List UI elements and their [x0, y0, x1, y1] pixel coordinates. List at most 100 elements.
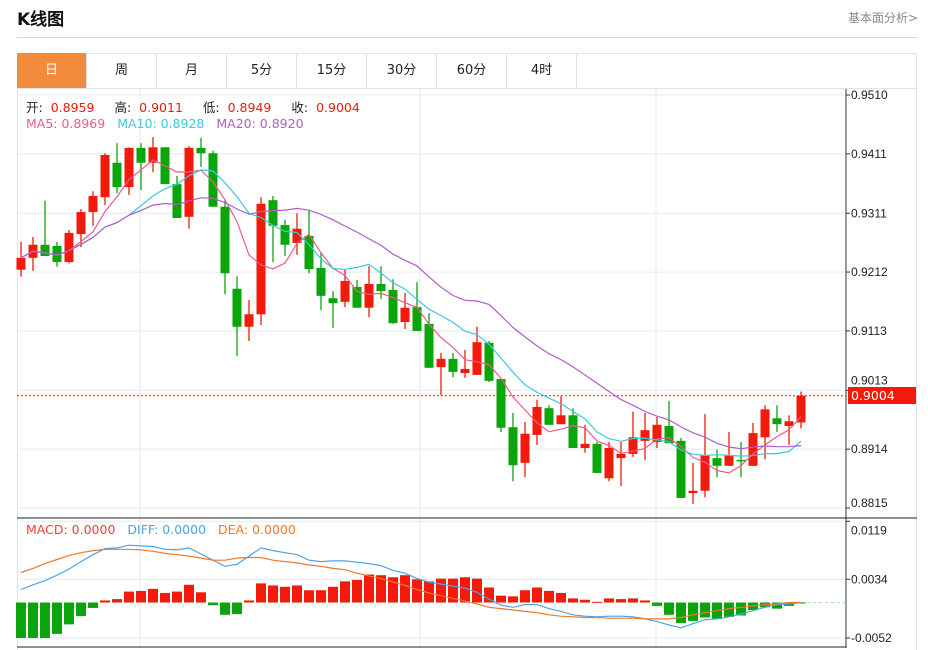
macd-bar [88, 602, 98, 608]
tab-60min[interactable]: 60分 [437, 53, 507, 88]
macd-bar [724, 602, 734, 617]
candle-body [16, 257, 26, 270]
macd-bar [700, 602, 710, 618]
candle [748, 423, 758, 466]
macd-bar [580, 599, 590, 603]
tab-day[interactable]: 日 [17, 53, 87, 88]
macd-bar [328, 586, 338, 603]
candle [292, 213, 302, 255]
y-tick-label: 0.9113 [851, 324, 887, 338]
ma20-line [20, 197, 802, 450]
candle-body [136, 147, 146, 163]
macd-bar [460, 577, 470, 603]
candle [592, 442, 602, 473]
candle [28, 237, 38, 271]
candle [40, 200, 50, 257]
open-value: 0.8959 [50, 100, 95, 115]
candle-body [424, 323, 434, 368]
candle-body [304, 235, 314, 270]
candle-body [436, 358, 446, 368]
y-tick-label: 0.9311 [851, 206, 887, 220]
macd-bar [556, 592, 566, 603]
macd-bar [484, 587, 494, 603]
tab-15min[interactable]: 15分 [297, 53, 367, 88]
candle [484, 341, 494, 383]
macd-bar [76, 602, 86, 617]
candle-body [340, 280, 350, 302]
macd-bar [664, 602, 674, 615]
macd-tick-label: 0.0034 [851, 572, 888, 586]
macd-bar [652, 602, 662, 606]
candle-body [316, 267, 326, 296]
tab-week[interactable]: 周 [87, 53, 157, 88]
diff-legend-value: DIFF: 0.0000 [127, 522, 207, 537]
candle [64, 229, 74, 264]
tab-4hour[interactable]: 4时 [507, 53, 577, 88]
y-tick-label: 0.9212 [851, 265, 888, 279]
ma-legend: MA5: 0.8969 MA10: 0.8928 MA20: 0.8920 [26, 116, 312, 131]
macd-bar [628, 598, 638, 603]
candle-body [640, 430, 650, 441]
tab-30min[interactable]: 30分 [367, 53, 437, 88]
candle-body [328, 298, 338, 303]
fundamental-analysis-link[interactable]: 基本面分析> [847, 11, 918, 25]
candle-body [400, 307, 410, 323]
candle-body [124, 147, 134, 188]
tab-month[interactable]: 月 [157, 53, 227, 88]
candle-body [592, 443, 602, 473]
candle-body [616, 453, 626, 459]
macd-bar [304, 590, 314, 603]
tab-5min[interactable]: 5分 [227, 53, 297, 88]
candle [196, 137, 206, 167]
page-title: K线图 [17, 10, 65, 30]
candle-body [88, 196, 98, 213]
candle-body [568, 415, 578, 448]
candle-body [412, 307, 422, 331]
macd-bar [64, 602, 74, 625]
candle-body [700, 455, 710, 491]
candle [772, 405, 782, 432]
chart-panel [17, 53, 917, 650]
candle-body [112, 162, 122, 188]
macd-bar [448, 578, 458, 603]
y-tick-label: 0.8815 [851, 496, 888, 510]
macd-bar [232, 602, 242, 615]
macd-bar [676, 602, 686, 623]
candle-body [40, 244, 50, 257]
high-label: 高: [114, 100, 132, 115]
macd-bar [124, 591, 134, 603]
close-value: 0.9004 [316, 100, 360, 115]
candle-body [256, 203, 266, 315]
candle [148, 137, 158, 173]
candle [220, 200, 230, 295]
candle-body [472, 342, 482, 375]
candle-body [184, 147, 194, 217]
macd-bar [148, 588, 158, 603]
candle-body [628, 437, 638, 454]
candle-body [712, 458, 722, 466]
candle [544, 405, 554, 425]
open-label: 开: [26, 100, 43, 115]
candle-body [220, 206, 230, 274]
candle-body [388, 289, 398, 324]
macd-bar [424, 581, 434, 603]
candle-body [724, 455, 734, 466]
candle-body [772, 418, 782, 425]
candle-body [580, 443, 590, 448]
ma5-legend: MA5: 0.8969 [26, 116, 106, 131]
macd-bar [256, 583, 266, 603]
candle [628, 411, 638, 457]
candle-body [232, 288, 242, 327]
macd-bar [772, 602, 782, 609]
diff-line [20, 544, 802, 629]
candle-body [172, 184, 182, 219]
candle [232, 276, 242, 356]
macd-bar [520, 590, 530, 603]
macd-bar [52, 602, 62, 634]
macd-bar [268, 585, 278, 603]
candle-body [736, 459, 746, 462]
high-value: 0.9011 [139, 100, 183, 115]
candle-body [652, 424, 662, 443]
ma10-legend: MA10: 0.8928 [117, 116, 205, 131]
